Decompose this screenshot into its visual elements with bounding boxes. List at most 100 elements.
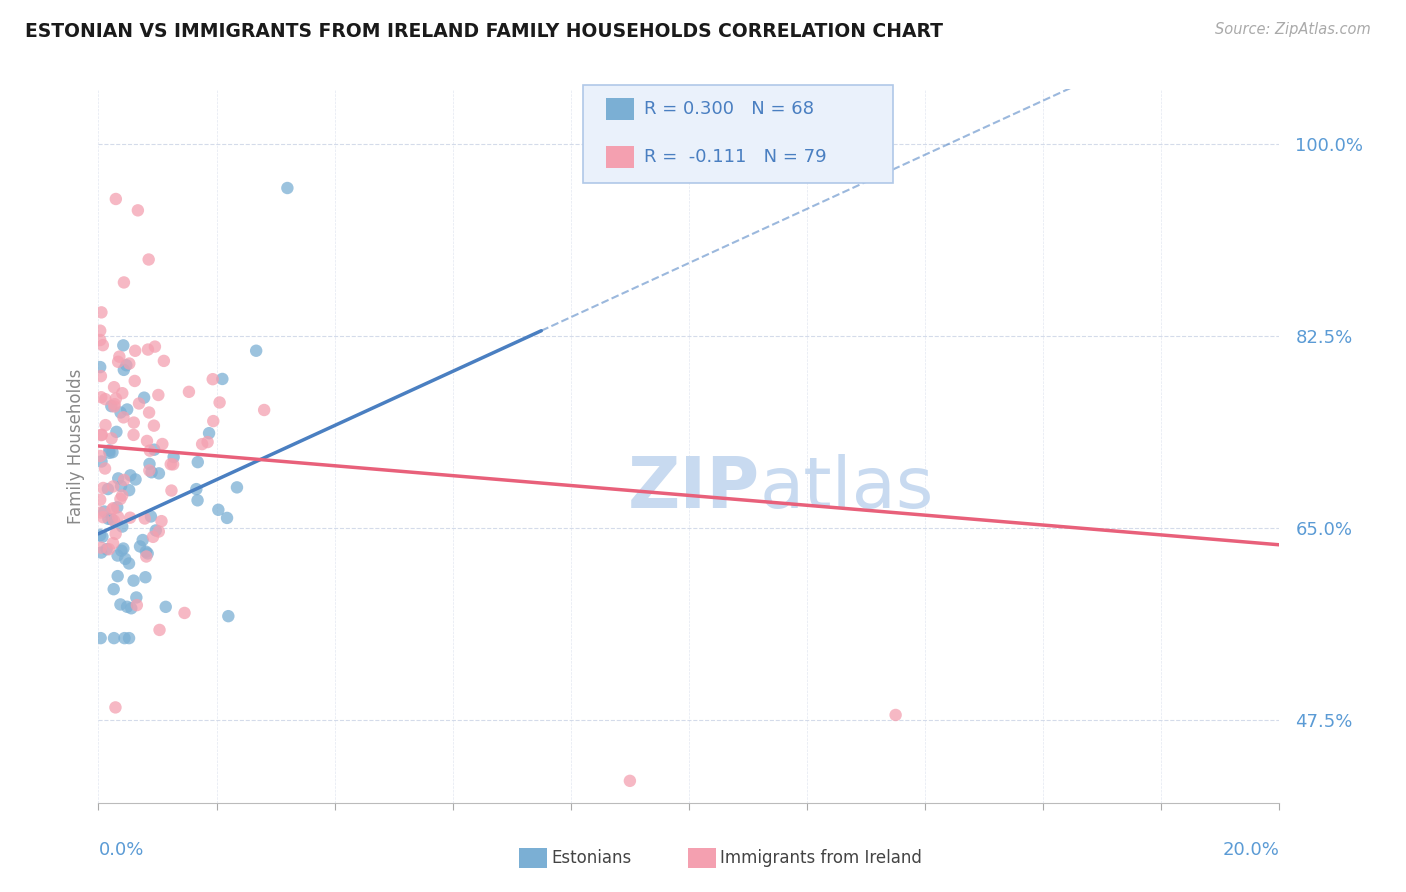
Point (120, 468, 142, 483)
Point (100, 431, 122, 445)
Point (245, 343, 267, 358)
Point (111, 386, 134, 401)
Point (884, 708, 907, 723)
Point (143, 442, 166, 457)
Point (211, 372, 233, 386)
Point (93, 504, 115, 518)
Point (112, 473, 135, 487)
Point (148, 524, 170, 539)
Text: 0.0%: 0.0% (98, 841, 143, 859)
Point (107, 471, 129, 485)
Point (143, 340, 166, 354)
Point (104, 397, 127, 411)
Point (122, 416, 145, 430)
Point (141, 465, 163, 479)
Point (135, 549, 157, 564)
Point (118, 483, 141, 497)
Point (89, 492, 111, 507)
Point (198, 426, 221, 441)
Point (100, 399, 122, 413)
Point (97, 512, 120, 526)
Point (120, 601, 142, 615)
Point (217, 609, 239, 624)
Point (110, 543, 132, 558)
Point (124, 343, 146, 358)
Point (103, 380, 125, 394)
Text: Source: ZipAtlas.com: Source: ZipAtlas.com (1215, 22, 1371, 37)
Point (91, 510, 114, 524)
Point (159, 457, 181, 471)
Point (111, 488, 134, 502)
Point (96, 542, 118, 557)
Point (145, 524, 167, 538)
Point (105, 425, 128, 439)
Point (150, 437, 173, 451)
Point (90, 541, 112, 555)
Text: ESTONIAN VS IMMIGRANTS FROM IRELAND FAMILY HOUSEHOLDS CORRELATION CHART: ESTONIAN VS IMMIGRANTS FROM IRELAND FAMI… (25, 22, 943, 41)
Point (208, 395, 231, 409)
Point (105, 500, 128, 515)
Point (112, 338, 135, 352)
Point (94, 461, 117, 475)
Point (215, 511, 238, 525)
Text: Immigrants from Ireland: Immigrants from Ireland (720, 849, 922, 867)
Point (139, 509, 162, 524)
Text: Estonians: Estonians (551, 849, 631, 867)
Point (162, 450, 184, 464)
Point (101, 536, 124, 550)
Point (197, 435, 219, 450)
Point (253, 403, 276, 417)
Point (138, 405, 160, 419)
Point (150, 514, 173, 528)
Point (128, 396, 150, 410)
Point (202, 414, 225, 428)
Point (138, 252, 160, 267)
Text: ZIP: ZIP (627, 454, 759, 524)
Point (118, 557, 141, 571)
Point (103, 514, 125, 528)
Point (173, 606, 195, 620)
Point (90, 427, 112, 442)
Point (108, 350, 131, 364)
Point (91, 481, 114, 495)
Point (115, 358, 138, 372)
Point (104, 526, 127, 541)
Point (134, 511, 156, 525)
Point (97, 542, 120, 557)
Point (110, 479, 132, 493)
Point (112, 541, 135, 556)
Point (110, 491, 132, 506)
Point (90, 305, 112, 319)
Point (103, 582, 125, 597)
Point (619, 773, 641, 788)
Point (101, 502, 124, 516)
Text: R = 0.300   N = 68: R = 0.300 N = 68 (644, 100, 814, 118)
Point (98, 443, 121, 458)
Point (129, 540, 152, 554)
Point (142, 530, 165, 544)
Point (107, 355, 129, 369)
Point (118, 631, 141, 645)
Point (124, 374, 146, 388)
Point (122, 574, 145, 588)
Point (104, 192, 127, 206)
Point (187, 493, 209, 508)
Point (107, 509, 129, 524)
Point (101, 445, 124, 459)
Point (201, 372, 224, 386)
Point (110, 598, 132, 612)
Point (125, 598, 148, 612)
Point (139, 443, 162, 458)
Point (118, 357, 141, 371)
Point (97, 482, 120, 496)
Text: R =  -0.111   N = 79: R = -0.111 N = 79 (644, 148, 827, 166)
Point (90, 454, 112, 468)
Point (94, 418, 117, 433)
Y-axis label: Family Households: Family Households (66, 368, 84, 524)
Point (162, 458, 184, 472)
Point (207, 503, 229, 517)
Point (103, 400, 125, 414)
Point (104, 392, 127, 406)
Point (131, 533, 153, 547)
Point (89, 324, 111, 338)
